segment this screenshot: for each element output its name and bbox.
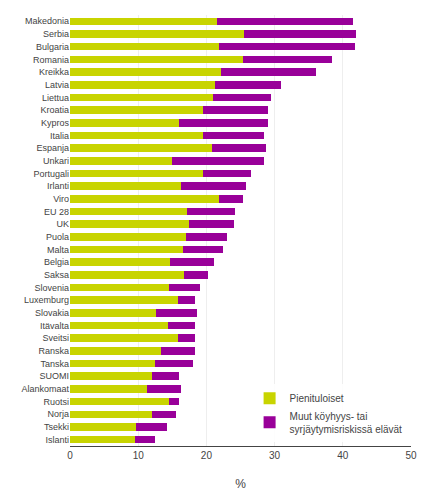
svg-text:Luxemburg: Luxemburg	[24, 295, 69, 305]
svg-text:%: %	[235, 477, 246, 491]
svg-text:Muut köyhyys- taisyrjäytymisri: Muut köyhyys- taisyrjäytymisriskissä elä…	[290, 411, 402, 435]
svg-text:Islanti: Islanti	[45, 435, 69, 445]
svg-text:UK: UK	[56, 219, 69, 229]
svg-text:Malta: Malta	[47, 245, 69, 255]
svg-text:Tanska: Tanska	[40, 359, 69, 369]
svg-text:Itävalta: Itävalta	[40, 321, 69, 331]
svg-text:Slovenia: Slovenia	[34, 283, 69, 293]
svg-text:Sveitsi: Sveitsi	[42, 333, 69, 343]
svg-text:Viro: Viro	[53, 194, 69, 204]
svg-text:Tsekki: Tsekki	[44, 422, 69, 432]
svg-text:Saksa: Saksa	[44, 270, 69, 280]
svg-text:Alankomaat: Alankomaat	[21, 384, 69, 394]
svg-text:0: 0	[67, 450, 73, 461]
svg-text:Ranska: Ranska	[38, 346, 69, 356]
svg-text:Italia: Italia	[50, 131, 69, 141]
svg-text:Portugali: Portugali	[33, 169, 69, 179]
svg-text:Norja: Norja	[47, 409, 69, 419]
svg-text:20: 20	[201, 450, 213, 461]
svg-text:50: 50	[405, 450, 417, 461]
svg-text:SUOMI: SUOMI	[39, 371, 69, 381]
svg-text:Kroatia: Kroatia	[40, 105, 69, 115]
svg-text:Latvia: Latvia	[45, 80, 69, 90]
svg-text:Puola: Puola	[46, 232, 69, 242]
svg-text:Ruotsi: Ruotsi	[43, 397, 69, 407]
svg-text:30: 30	[269, 450, 281, 461]
svg-text:10: 10	[133, 450, 145, 461]
svg-text:EU 28: EU 28	[44, 207, 69, 217]
svg-text:Unkari: Unkari	[43, 156, 69, 166]
svg-text:Kypros: Kypros	[41, 118, 70, 128]
svg-text:Slovakia: Slovakia	[35, 308, 69, 318]
svg-text:40: 40	[337, 450, 349, 461]
svg-text:Makedonia: Makedonia	[25, 16, 69, 26]
svg-text:Belgia: Belgia	[44, 257, 69, 267]
svg-text:Liettua: Liettua	[42, 93, 69, 103]
svg-text:Bulgaria: Bulgaria	[36, 42, 69, 52]
svg-text:Kreikka: Kreikka	[39, 67, 69, 77]
svg-text:Romania: Romania	[33, 55, 69, 65]
svg-text:Serbia: Serbia	[43, 29, 69, 39]
svg-text:Pienituloiset: Pienituloiset	[290, 393, 344, 404]
svg-text:Irlanti: Irlanti	[47, 181, 69, 191]
svg-text:Espanja: Espanja	[36, 143, 69, 153]
